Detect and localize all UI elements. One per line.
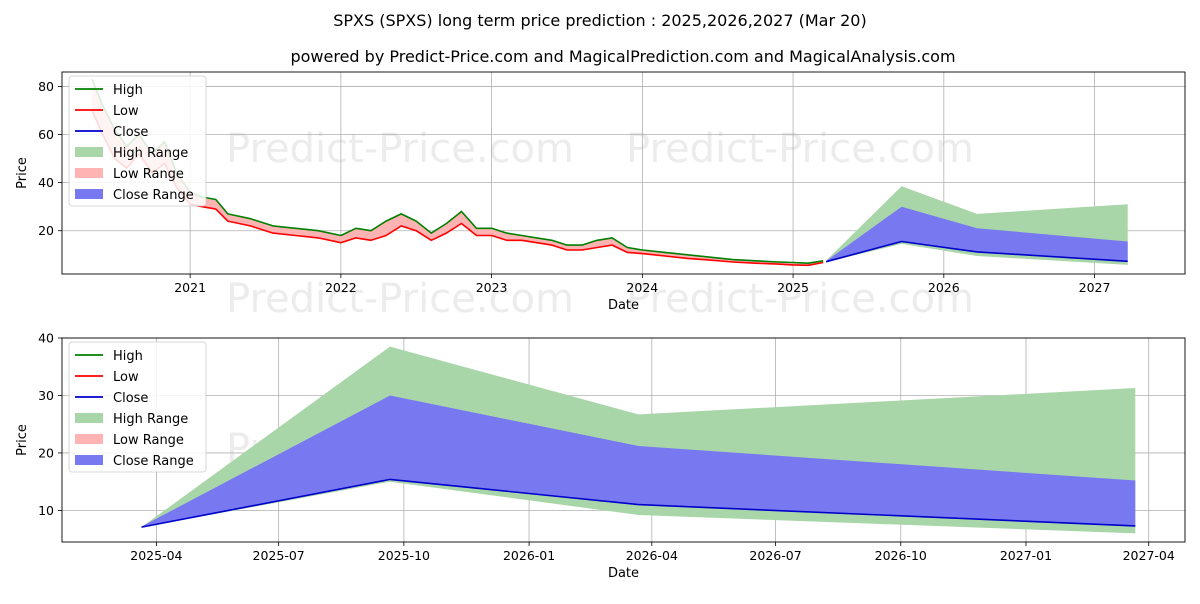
legend-label: Close Range [113, 188, 194, 203]
long-term-panel: Predict-Price.com Predict-Price.com Predic… [15, 71, 1186, 322]
legend-area-swatch [75, 189, 103, 199]
legend-label: Close [113, 391, 148, 406]
legend-area-swatch [75, 147, 103, 157]
legend-label: Low Range [113, 167, 184, 182]
chart-title: SPXS (SPXS) long term price prediction :… [333, 11, 866, 30]
chart-subtitle: powered by Predict-Price.com and Magical… [290, 47, 955, 66]
x-tick-label: 2027-04 [1123, 548, 1175, 563]
close-range-area [826, 206, 1128, 263]
legend-label: Low [113, 104, 139, 119]
x-tick-label: 2026-04 [626, 548, 678, 563]
watermark-0: Predict-Price.com [226, 126, 574, 172]
legend-area-swatch [75, 413, 103, 423]
forecast-close-line [141, 478, 1136, 528]
x-tick-label: 2021 [174, 280, 206, 295]
axes-frame [61, 71, 1186, 275]
watermark-1: Predict-Price.com [626, 126, 974, 172]
y-tick-label: 10 [38, 503, 54, 518]
x-tick-label: 2025-07 [253, 548, 305, 563]
legend-label: High Range [113, 412, 188, 427]
plot-area [141, 346, 1136, 534]
y-tick-label: 40 [38, 331, 54, 346]
x-axis-label: Date [608, 566, 639, 581]
legend-label: Close [113, 125, 148, 140]
x-tick-label: 2023 [476, 280, 508, 295]
x-axis-label: Date [608, 298, 639, 313]
axes-frame [61, 337, 1186, 543]
x-tick-label: 2026-07 [749, 548, 801, 563]
legend-label: High [113, 349, 143, 364]
forecast-panel: Predict-Price.comPredict-Price.com2025-0… [15, 331, 1186, 581]
legend-label: Close Range [113, 454, 194, 469]
y-tick-label: 20 [38, 445, 54, 460]
x-tick-label: 2025-04 [130, 548, 182, 563]
legend-area-swatch [75, 168, 103, 178]
y-axis-label: Price [15, 157, 30, 189]
legend-label: High Range [113, 146, 188, 161]
legend-box [68, 75, 207, 207]
legend-label: High [113, 83, 143, 98]
legend-area-swatch [75, 434, 103, 444]
watermark-3: Predict-Price.com [626, 276, 974, 322]
y-tick-label: 80 [38, 79, 54, 94]
y-tick-label: 30 [38, 388, 54, 403]
close-range-area [141, 395, 1136, 528]
x-tick-label: 2026-01 [503, 548, 555, 563]
forecast-close-line [825, 240, 1128, 263]
x-tick-label: 2026-10 [875, 548, 927, 563]
y-axis-label: Price [15, 424, 30, 456]
watermark-2: Predict-Price.com [226, 276, 574, 322]
x-tick-label: 2027-01 [1000, 548, 1052, 563]
legend-label: Low Range [113, 433, 184, 448]
plot-area [91, 78, 1128, 267]
x-tick-label: 2022 [325, 280, 357, 295]
legend-label: Low [113, 370, 139, 385]
x-tick-label: 2024 [626, 280, 658, 295]
legend-box [68, 341, 207, 473]
y-tick-label: 60 [38, 127, 54, 142]
x-tick-label: 2025-10 [378, 548, 430, 563]
x-tick-label: 2027 [1079, 280, 1111, 295]
y-tick-label: 40 [38, 175, 54, 190]
x-tick-label: 2026 [928, 280, 960, 295]
y-tick-label: 20 [38, 223, 54, 238]
legend-area-swatch [75, 455, 103, 465]
x-tick-label: 2025 [777, 280, 809, 295]
